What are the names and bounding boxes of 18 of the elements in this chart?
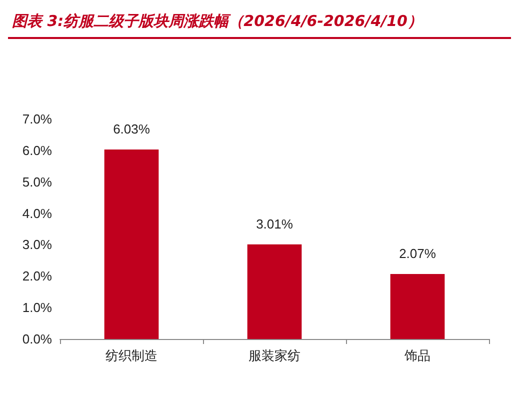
x-tick-label: 纺织制造	[106, 348, 158, 363]
bar	[247, 244, 302, 339]
y-tick-label: 1.0%	[22, 300, 52, 316]
y-tick-label: 2.0%	[22, 268, 52, 284]
x-tick-label: 服装家纺	[248, 348, 300, 363]
chart-title: 图表 3:纺服二级子版块周涨跌幅（2026/4/6-2026/4/10）	[11, 11, 424, 32]
y-tick-label: 7.0%	[22, 112, 52, 126]
y-tick-label: 6.0%	[22, 142, 52, 158]
data-label: 3.01%	[256, 216, 294, 232]
y-tick-label: 0.0%	[22, 332, 52, 346]
y-tick-label: 4.0%	[22, 206, 52, 221]
data-label: 6.03%	[113, 121, 150, 136]
bar	[390, 274, 445, 339]
data-label: 2.07%	[399, 246, 436, 261]
x-tick-label: 饰品	[404, 348, 430, 363]
bar	[104, 149, 159, 339]
y-tick-label: 5.0%	[22, 174, 52, 190]
y-tick-label: 3.0%	[22, 237, 52, 252]
